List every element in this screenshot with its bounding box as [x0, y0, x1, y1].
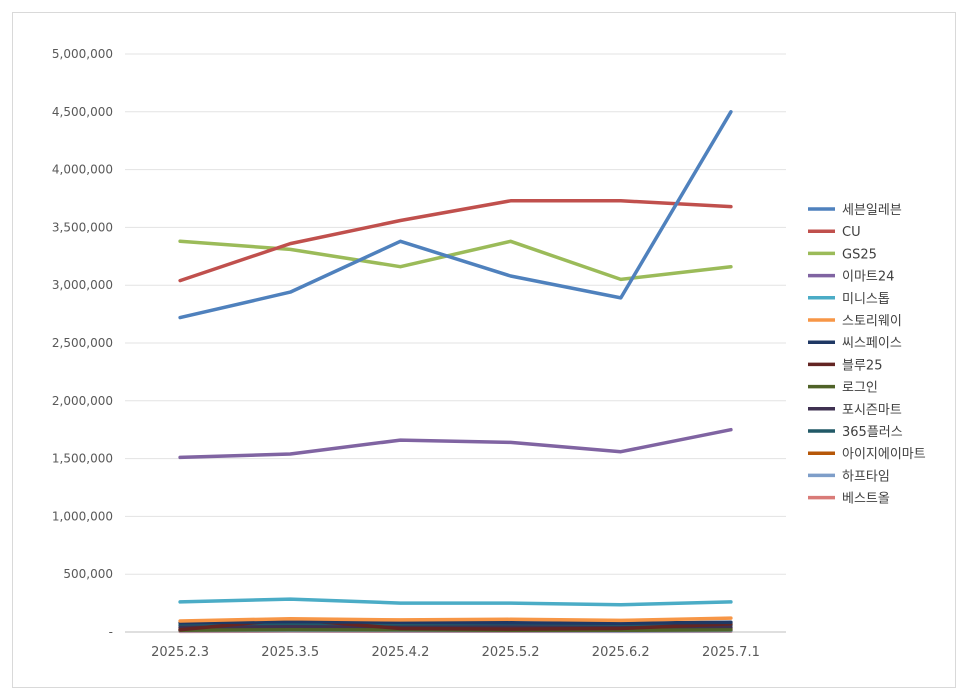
- legend-label: 블루25: [842, 358, 882, 373]
- series-line: [178, 622, 733, 628]
- legend-label: 미니스톱: [842, 292, 890, 307]
- series-line: [178, 619, 733, 626]
- series-line: [178, 110, 733, 320]
- legend-label: 로그인: [842, 381, 878, 396]
- legend-label: 포시즌마트: [842, 403, 902, 418]
- x-tick-label: 2025.4.2: [371, 645, 429, 660]
- gridlines: [125, 53, 786, 633]
- y-tick-label: 3,500,000: [52, 220, 113, 234]
- series-line: [178, 597, 733, 607]
- legend-label: 365플러스: [842, 425, 903, 440]
- series-line: [178, 616, 733, 623]
- series-lines: [178, 110, 733, 634]
- y-tick-label: 1,000,000: [52, 509, 113, 523]
- x-tick-label: 2025.5.2: [482, 645, 540, 660]
- y-tick-label: 4,500,000: [52, 105, 113, 119]
- legend-label: CU: [842, 225, 861, 240]
- series-line: [178, 199, 733, 283]
- y-tick-label: 2,500,000: [52, 336, 113, 350]
- y-tick-label: 2,000,000: [52, 394, 113, 408]
- y-axis-ticks: - 500,000 1,000,000 1,500,000 2,000,000 2,500…: [52, 47, 113, 639]
- x-tick-label: 2025.2.3: [151, 645, 209, 660]
- legend-label: 이마트24: [842, 270, 894, 285]
- x-tick-label: 2025.6.2: [592, 645, 650, 660]
- line-chart: - 500,000 1,000,000 1,500,000 2,000,000 2,500…: [52, 47, 926, 660]
- series-line: [178, 427, 733, 460]
- legend-label: GS25: [842, 247, 877, 262]
- legend-label: 하프타임: [842, 469, 890, 484]
- legend-label: 베스트올: [842, 492, 890, 507]
- legend-label: 스토리웨이: [842, 314, 902, 329]
- y-tick-label: 4,000,000: [52, 163, 113, 177]
- y-tick-label: 500,000: [63, 567, 113, 581]
- x-tick-label: 2025.7.1: [702, 645, 760, 660]
- y-tick-label: 5,000,000: [52, 47, 113, 61]
- chart-frame: - 500,000 1,000,000 1,500,000 2,000,000 2,500…: [12, 12, 956, 688]
- legend-label: 씨스페이스: [842, 336, 902, 351]
- x-tick-label: 2025.3.5: [261, 645, 319, 660]
- y-tick-label: -: [109, 625, 113, 639]
- legend-label: 세븐일레븐: [842, 203, 902, 218]
- x-axis-ticks: 2025.2.3 2025.3.5 2025.4.2 2025.5.2 2025.6.2…: [151, 645, 760, 660]
- y-tick-label: 1,500,000: [52, 452, 113, 466]
- legend-label: 아이지에이마트: [842, 447, 926, 462]
- y-tick-label: 3,000,000: [52, 278, 113, 292]
